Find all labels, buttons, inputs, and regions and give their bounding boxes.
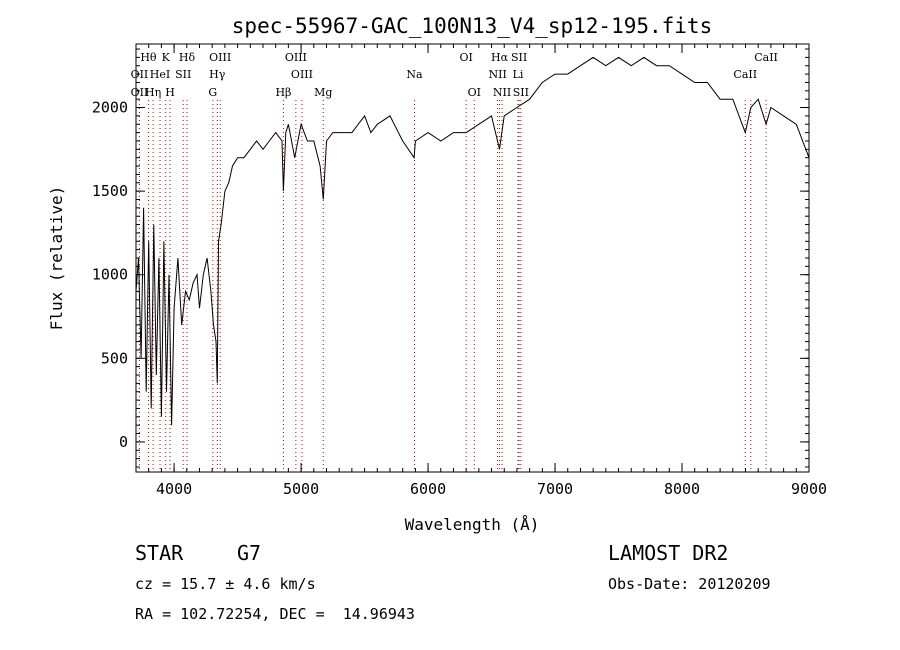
survey-name: LAMOST DR2 xyxy=(608,541,729,565)
line-label: SII xyxy=(175,68,191,81)
line-label: Hη xyxy=(145,86,161,99)
line-label: NII xyxy=(493,86,511,99)
x-tick-label: 7000 xyxy=(537,480,573,498)
line-label: HeI xyxy=(150,68,170,81)
line-label: NII xyxy=(488,68,506,81)
x-axis-label: Wavelength (Å) xyxy=(405,515,540,534)
line-label: H xyxy=(165,86,175,99)
line-label: OIII xyxy=(209,51,231,64)
line-label: SII xyxy=(511,51,527,64)
y-tick-label: 500 xyxy=(101,349,128,367)
object-class: STAR xyxy=(135,541,184,565)
line-label: Hα xyxy=(491,51,509,64)
line-label: Hθ xyxy=(140,51,157,64)
x-tick-label: 8000 xyxy=(664,480,700,498)
x-tick-label: 9000 xyxy=(791,480,827,498)
line-label: SII xyxy=(513,86,529,99)
coordinates: RA = 102.72254, DEC = 14.96943 xyxy=(135,605,415,623)
y-tick-label: 1000 xyxy=(92,266,128,284)
line-label: Hβ xyxy=(275,86,291,99)
x-axis-ticks: 4000 5000 6000 7000 8000 9000 xyxy=(135,44,827,498)
line-label: K xyxy=(162,51,171,64)
line-label: Hγ xyxy=(209,68,226,81)
subclass: G7 xyxy=(237,541,262,565)
chart-title: spec-55967-GAC_100N13_V4_sp12-195.fits xyxy=(232,14,712,38)
line-label: CaII xyxy=(754,51,778,64)
y-tick-label: 0 xyxy=(119,433,128,451)
observation-date: Obs-Date: 20120209 xyxy=(608,575,771,593)
redshift-velocity: cz = 15.7 ± 4.6 km/s xyxy=(135,575,316,593)
line-label: Na xyxy=(406,68,423,81)
line-label: CaII xyxy=(733,68,757,81)
x-tick-label: 6000 xyxy=(410,480,446,498)
y-tick-label: 2000 xyxy=(92,99,128,117)
line-label: Hδ xyxy=(179,51,196,64)
line-label: G xyxy=(208,86,217,99)
line-label: OIII xyxy=(285,51,307,64)
x-tick-label: 4000 xyxy=(156,480,192,498)
y-axis-label: Flux (relative) xyxy=(47,186,66,331)
y-tick-label: 1500 xyxy=(92,182,128,200)
line-label: OII xyxy=(131,86,149,99)
line-label: OI xyxy=(468,86,481,99)
line-label: OII xyxy=(131,68,149,81)
line-label: Mg xyxy=(314,86,332,99)
line-label: Li xyxy=(513,68,524,81)
spectrum-line xyxy=(135,56,810,426)
line-markers xyxy=(138,100,767,472)
plot-frame xyxy=(135,43,810,473)
line-label: OIII xyxy=(291,68,313,81)
y-axis-ticks: 0 500 1000 1500 2000 xyxy=(92,48,809,468)
line-label: OI xyxy=(459,51,472,64)
x-tick-label: 5000 xyxy=(283,480,319,498)
